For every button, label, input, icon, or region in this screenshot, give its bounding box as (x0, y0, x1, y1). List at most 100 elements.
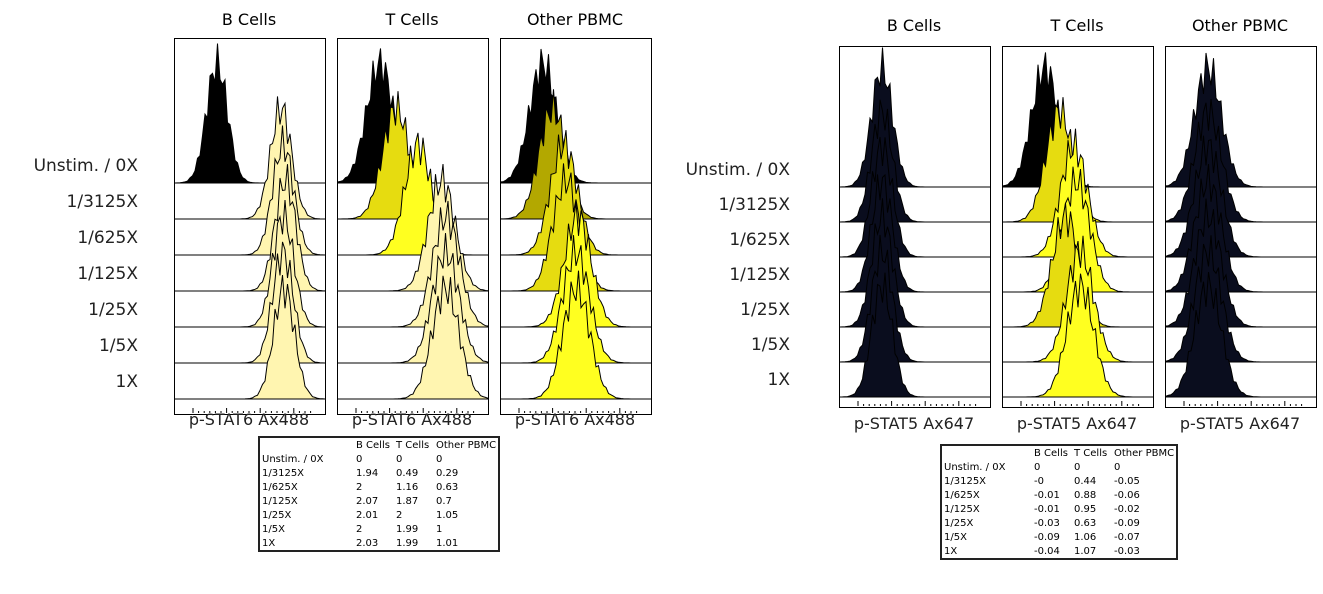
table-cell: 2.07 (356, 495, 379, 507)
row-label: 1/25X (740, 300, 790, 320)
x-axis-label: p-STAT5 Ax647 (1016, 414, 1138, 433)
histogram-panel (500, 38, 652, 415)
x-axis-ticks (1020, 401, 1140, 406)
table-header: T Cells (1074, 447, 1108, 459)
table-cell: -0.05 (1114, 475, 1140, 487)
table-cell: 1.07 (1074, 545, 1097, 557)
table-cell: 0.7 (436, 495, 452, 507)
table-cell: Unstim. / 0X (944, 461, 1006, 473)
histogram-trace (501, 270, 651, 400)
values-table: B Cells T Cells Other PBMC Unstim. / 0X 0 0 0 1… (258, 436, 501, 552)
x-axis-ticks (857, 401, 977, 406)
table-row: 1/5X -0.09 1.06 -0.07 (942, 530, 1176, 544)
table-cell: 2 (356, 523, 363, 535)
table-row: 1/125X -0.01 0.95 -0.02 (942, 502, 1176, 516)
histogram-panel (1165, 46, 1317, 408)
histogram-trace (501, 48, 651, 184)
row-label: 1/5X (98, 336, 138, 356)
table-cell: 1X (944, 545, 958, 557)
histogram-svg (1166, 52, 1316, 406)
table-cell: -0 (1034, 475, 1044, 487)
table-cell: 1/3125X (262, 467, 305, 479)
table-cell: 1.01 (436, 537, 459, 549)
table-cell: 1/25X (944, 517, 974, 529)
row-label: 1/25X (88, 300, 138, 320)
row-label: 1/3125X (66, 192, 138, 212)
x-axis-ticks (355, 408, 475, 413)
table-cell: -0.09 (1114, 517, 1140, 529)
table-cell: -0.06 (1114, 489, 1140, 501)
x-axis-ticks (192, 408, 312, 413)
row-label: 1/125X (77, 264, 138, 284)
column-title: Other PBMC (526, 10, 624, 29)
table-row: 1/625X 2 1.16 0.63 (260, 480, 498, 494)
column-title: Other PBMC (1191, 16, 1289, 35)
row-label: 1/3125X (718, 195, 790, 215)
table-cell: 0.63 (1074, 517, 1097, 529)
table-cell: 1.99 (396, 523, 419, 535)
table-cell: -0.03 (1114, 545, 1140, 557)
histogram-trace (840, 99, 990, 223)
table-cell: 1/5X (262, 523, 285, 535)
table-cell: Unstim. / 0X (262, 453, 324, 465)
histogram-trace (1166, 272, 1316, 398)
pstat5-figure: B Cells T Cells Other PBMC Unstim. / 0X 1/31… (668, 0, 1323, 594)
table-cell: 1 (436, 523, 443, 535)
table-header (942, 446, 1032, 460)
table-cell: -0.03 (1034, 517, 1060, 529)
table-row: 1/625X -0.01 0.88 -0.06 (942, 488, 1176, 502)
table-cell: 1X (262, 537, 276, 549)
x-axis-label: p-STAT5 Ax647 (1179, 414, 1301, 433)
table-cell: 2.01 (356, 509, 379, 521)
x-axis-label: p-STAT6 Ax488 (514, 410, 636, 429)
table-cell: 0.49 (396, 467, 419, 479)
column-title: T Cells (385, 10, 439, 29)
table-cell: 0 (436, 453, 443, 465)
table-cell: 1/625X (262, 481, 298, 493)
table-cell: -0.02 (1114, 503, 1140, 515)
table-cell: 0 (356, 453, 363, 465)
table-cell: 1.05 (436, 509, 459, 521)
table-cell: 0 (1074, 461, 1081, 473)
histogram-trace (1003, 235, 1153, 363)
table-cell: -0.09 (1034, 531, 1060, 543)
row-label: 1X (767, 370, 790, 390)
table-row: 1/3125X -0 0.44 -0.05 (942, 474, 1176, 488)
histogram-svg (501, 48, 651, 413)
table-cell: -0.04 (1034, 545, 1060, 557)
table-row: 1/125X 2.07 1.87 0.7 (260, 494, 498, 508)
table-cell: 1.99 (396, 537, 419, 549)
table-row: 1/5X 2 1.99 1 (260, 522, 498, 536)
x-axis-label: p-STAT5 Ax647 (853, 414, 975, 433)
table-cell: 0.44 (1074, 475, 1097, 487)
x-axis-ticks (1183, 401, 1303, 406)
histogram-svg (338, 48, 488, 413)
table-row: 1/25X 2.01 2 1.05 (260, 508, 498, 522)
values-table: B Cells T Cells Other PBMC Unstim. / 0X 0 0 0 1… (940, 444, 1179, 560)
table-row: Unstim. / 0X 0 0 0 (942, 460, 1176, 474)
column-title: B Cells (221, 10, 277, 29)
table-cell: 1/5X (944, 531, 967, 543)
table-cell: 1.87 (396, 495, 419, 507)
table-row: 1/25X -0.03 0.63 -0.09 (942, 516, 1176, 530)
values-table-grid: B Cells T Cells Other PBMC Unstim. / 0X 0 0 0 1… (942, 446, 1176, 558)
table-header: T Cells (396, 439, 430, 451)
pstat6-figure: B Cells T Cells Other PBMC Unstim. / 0X 1/31… (0, 0, 660, 594)
histogram-trace (338, 275, 488, 400)
histogram-trace (840, 136, 990, 258)
table-header: B Cells (1034, 447, 1068, 459)
table-cell: 0.63 (436, 481, 459, 493)
row-label: Unstim. / 0X (685, 160, 790, 180)
histogram-trace (1003, 273, 1153, 398)
table-header: Other PBMC (1114, 447, 1175, 459)
table-cell: 0.88 (1074, 489, 1097, 501)
histogram-trace (840, 47, 990, 188)
table-cell: 1/3125X (944, 475, 987, 487)
histogram-trace (1003, 166, 1153, 293)
table-row: 1/3125X 1.94 0.49 0.29 (260, 466, 498, 480)
histogram-trace (175, 274, 325, 400)
histogram-svg (1003, 52, 1153, 406)
x-axis-ticks (518, 408, 638, 413)
histogram-panel (839, 46, 991, 408)
table-cell: 0 (1114, 461, 1121, 473)
